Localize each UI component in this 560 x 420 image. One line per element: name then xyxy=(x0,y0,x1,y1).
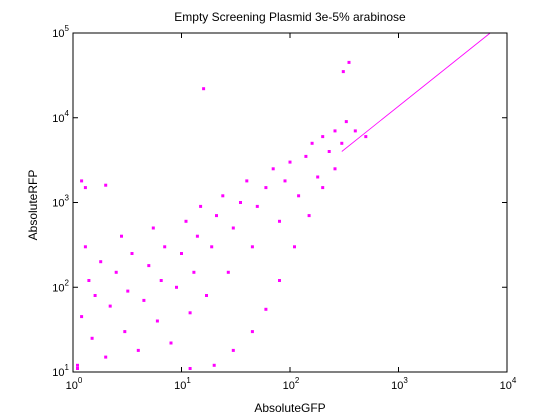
data-point xyxy=(175,285,178,289)
data-point xyxy=(136,348,140,352)
data-point xyxy=(210,245,214,249)
data-point xyxy=(264,307,268,311)
data-point xyxy=(76,363,79,367)
data-point xyxy=(226,270,230,274)
data-point xyxy=(163,245,167,249)
data-point xyxy=(192,270,196,274)
data-point xyxy=(99,260,103,264)
tick-label: 103 xyxy=(52,194,69,210)
tick-label: 104 xyxy=(52,109,69,125)
data-point xyxy=(245,179,249,183)
plot-area xyxy=(73,33,507,372)
data-points xyxy=(76,60,368,370)
data-point xyxy=(195,234,199,238)
data-point xyxy=(231,348,235,352)
data-point xyxy=(341,70,345,74)
data-point xyxy=(271,167,275,171)
data-point xyxy=(184,219,188,223)
data-point xyxy=(104,183,108,187)
data-point xyxy=(327,150,331,153)
data-point xyxy=(87,279,91,282)
data-point xyxy=(221,194,225,198)
data-point xyxy=(231,226,235,230)
tick-label: 101 xyxy=(174,376,191,392)
tick-label: 103 xyxy=(391,376,408,392)
data-point xyxy=(255,204,259,208)
data-point xyxy=(126,289,130,293)
data-point xyxy=(364,135,368,139)
x-axis-ticks: 100 101 102 103 104 xyxy=(66,33,517,392)
data-point xyxy=(123,330,127,334)
data-point xyxy=(155,319,159,323)
data-point xyxy=(307,214,311,218)
data-point xyxy=(293,245,296,249)
data-point xyxy=(264,186,268,190)
data-point xyxy=(80,179,84,183)
data-point xyxy=(353,129,357,133)
tick-label: 105 xyxy=(52,24,69,40)
y-axis-ticks: 101 102 103 104 105 xyxy=(52,24,507,379)
data-point xyxy=(212,363,216,367)
data-point xyxy=(169,341,173,345)
data-point xyxy=(180,252,183,255)
data-point xyxy=(151,226,155,230)
x-axis-label: AbsoluteGFP xyxy=(254,401,325,415)
data-point xyxy=(340,141,344,145)
data-point xyxy=(83,186,87,190)
fit-line xyxy=(341,32,491,152)
data-point xyxy=(333,129,337,133)
data-point xyxy=(278,279,281,282)
tick-label: 102 xyxy=(283,376,300,392)
data-point xyxy=(321,135,325,139)
data-point xyxy=(239,201,242,204)
data-point xyxy=(142,298,146,302)
data-point xyxy=(114,270,118,274)
data-point xyxy=(321,186,325,190)
tick-label: 100 xyxy=(66,376,83,392)
data-point xyxy=(147,264,151,268)
data-point xyxy=(159,279,163,282)
data-point xyxy=(205,294,208,297)
data-point xyxy=(76,367,79,370)
data-point xyxy=(199,204,203,208)
data-point xyxy=(283,179,287,183)
tick-label: 104 xyxy=(500,376,517,392)
data-point xyxy=(288,160,292,164)
data-point xyxy=(93,294,97,297)
data-point xyxy=(278,219,281,223)
data-point xyxy=(347,60,351,64)
data-point xyxy=(250,330,254,334)
data-point xyxy=(344,120,348,124)
tick-label: 101 xyxy=(52,363,69,379)
data-point xyxy=(104,355,108,359)
tick-label: 102 xyxy=(52,278,69,294)
data-point xyxy=(316,175,320,179)
data-point xyxy=(297,194,301,198)
y-axis-label: AbsoluteRFP xyxy=(26,170,40,241)
data-point xyxy=(188,367,192,370)
data-point xyxy=(250,245,254,249)
data-point xyxy=(202,87,206,91)
data-point xyxy=(90,336,94,340)
data-point xyxy=(83,245,87,249)
data-point xyxy=(304,154,308,158)
data-point xyxy=(310,141,314,145)
data-point xyxy=(215,214,218,218)
data-point xyxy=(333,167,337,171)
data-point xyxy=(108,304,112,308)
data-point xyxy=(120,234,123,238)
data-point xyxy=(80,315,84,319)
chart-title: Empty Screening Plasmid 3e-5% arabinose xyxy=(174,10,406,24)
data-point xyxy=(188,311,192,315)
data-point xyxy=(130,252,134,255)
